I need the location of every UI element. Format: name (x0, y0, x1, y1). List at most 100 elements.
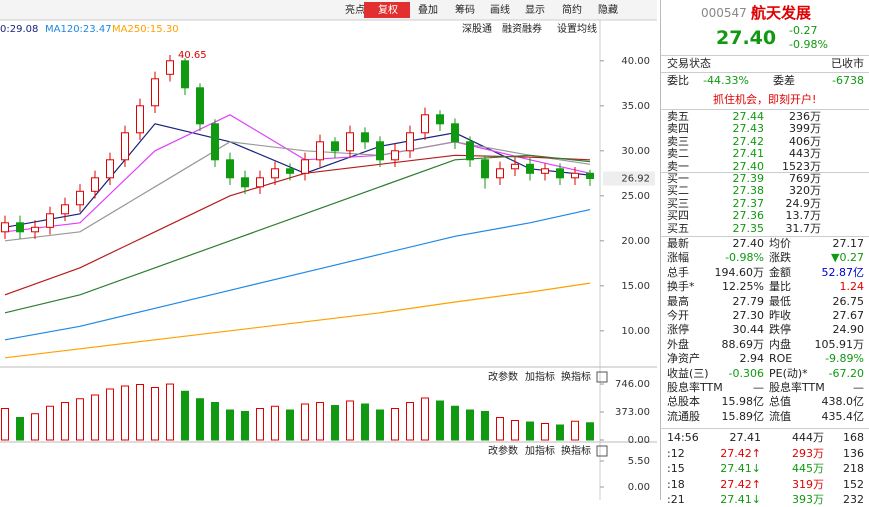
tick-volume: 444万 (792, 431, 824, 444)
stat-label: 最低 (769, 294, 791, 308)
toolbar-button[interactable]: 简约 (562, 3, 582, 16)
volume-bar (346, 400, 354, 441)
close-button[interactable] (596, 371, 608, 383)
y-tick-label: 0.00 (628, 482, 650, 493)
volume-bar (496, 417, 504, 441)
candle-body (316, 141, 324, 161)
volume-bar (376, 409, 384, 441)
panel-button[interactable]: 改参数 (488, 444, 518, 457)
order-volume: 236万 (789, 110, 821, 123)
stat-value: -9.89% (825, 352, 864, 366)
candle-body (556, 168, 564, 179)
stat-label: 最新 (667, 237, 689, 250)
subtoolbar-button[interactable]: 融资融券 (502, 22, 542, 35)
ma-label: MA120:23.47 (45, 24, 112, 35)
status-value: 已收市 (831, 57, 864, 70)
toolbar-button[interactable]: 隐藏 (598, 4, 618, 16)
stat-value: 194.60万 (714, 265, 765, 279)
stat-value: 1.24 (839, 280, 865, 294)
tick-count: 218 (843, 462, 864, 475)
ma-line (4, 282, 591, 359)
stat-label: 股息率TTM (667, 381, 723, 394)
tick-time: :12 (667, 446, 685, 460)
candle-body (196, 87, 204, 125)
stat-value: 438.0亿 (821, 395, 865, 409)
toolbar-button[interactable]: 亮点 (345, 3, 365, 16)
stat-value: 15.89亿 (721, 409, 765, 423)
toolbar-button[interactable]: 画线 (490, 3, 510, 16)
stat-label: 均价 (769, 237, 791, 250)
order-level: 买四 (667, 209, 689, 223)
candle-body (151, 78, 159, 107)
stat-label: 流通股 (667, 409, 700, 423)
stat-label: 股息率TTM (769, 381, 825, 394)
panel-button[interactable]: 加指标 (525, 370, 555, 383)
tick-count: 152 (843, 477, 864, 491)
order-level: 卖四 (667, 122, 689, 136)
volume-bar (241, 411, 249, 441)
tick-volume: 393万 (792, 493, 824, 506)
volume-bar (571, 420, 579, 441)
candle-body (466, 141, 474, 161)
stat-label: 流值 (769, 409, 791, 423)
candle-body (226, 159, 234, 179)
volume-bar (451, 405, 459, 441)
candle-body (136, 105, 144, 134)
candle-body (166, 60, 174, 75)
divider (661, 428, 869, 429)
tick-volume: 319万 (792, 477, 824, 491)
ad-link: 抓住机会，即刻开户! (713, 93, 817, 106)
order-level: 卖五 (667, 110, 689, 123)
toolbar-button[interactable]: 复权 (378, 3, 398, 16)
order-volume: 1523万 (782, 159, 821, 173)
stat-value: -67.20 (828, 366, 864, 380)
candle-body (106, 159, 114, 179)
close-button[interactable] (596, 445, 608, 457)
volume-bar (436, 400, 444, 441)
tick-time: 14:56 (667, 431, 699, 444)
volume-bar (526, 421, 534, 441)
panel-button[interactable]: 改参数 (488, 370, 518, 383)
candle-body (451, 123, 459, 143)
volume-bar (1, 408, 9, 441)
toolbar-button[interactable]: 显示 (525, 4, 545, 16)
candle-body (481, 159, 489, 179)
volume-bar (331, 405, 339, 441)
volume-bar (181, 390, 189, 441)
stat-value: ▼0.27 (831, 251, 864, 265)
volume-bar (511, 420, 519, 441)
panel-button[interactable]: 加指标 (525, 444, 555, 457)
order-price: 27.36 (732, 209, 765, 223)
toolbar-active (364, 2, 410, 18)
order-volume: 399万 (789, 122, 821, 136)
candle-body (376, 141, 384, 161)
subtoolbar-button[interactable]: 深股通 (462, 23, 492, 35)
order-volume: 406万 (789, 134, 821, 148)
stat-label: 跌停 (769, 323, 791, 337)
status-label: 交易状态 (667, 57, 711, 70)
candle-body (406, 132, 414, 152)
candle-body (421, 114, 429, 134)
candle-body (526, 163, 534, 174)
stat-label: 涨跌 (769, 251, 791, 265)
stat-value: 26.75 (832, 294, 865, 308)
stat-value: 27.30 (732, 309, 765, 322)
stat-value: -0.306 (728, 366, 764, 380)
stat-value: — (753, 381, 764, 394)
subtoolbar-button[interactable]: 设置均线 (557, 22, 597, 35)
toolbar-button[interactable]: 叠加 (418, 4, 438, 16)
stat-label: 换手* (667, 280, 695, 294)
panel-button[interactable]: 换指标 (561, 444, 591, 457)
text: 委比 (667, 74, 689, 87)
stat-value: 27.79 (732, 294, 765, 308)
stat-value: 2.94 (739, 352, 765, 366)
volume-bar (211, 402, 219, 441)
stat-label: 最高 (667, 294, 689, 308)
candle-body (541, 168, 549, 174)
candle-body (301, 159, 309, 174)
toolbar-button[interactable]: 筹码 (455, 3, 475, 16)
candle-body (211, 123, 219, 161)
candle-body (496, 168, 504, 179)
ma-label: 0:29.08 (0, 24, 38, 35)
panel-button[interactable]: 换指标 (561, 370, 591, 383)
